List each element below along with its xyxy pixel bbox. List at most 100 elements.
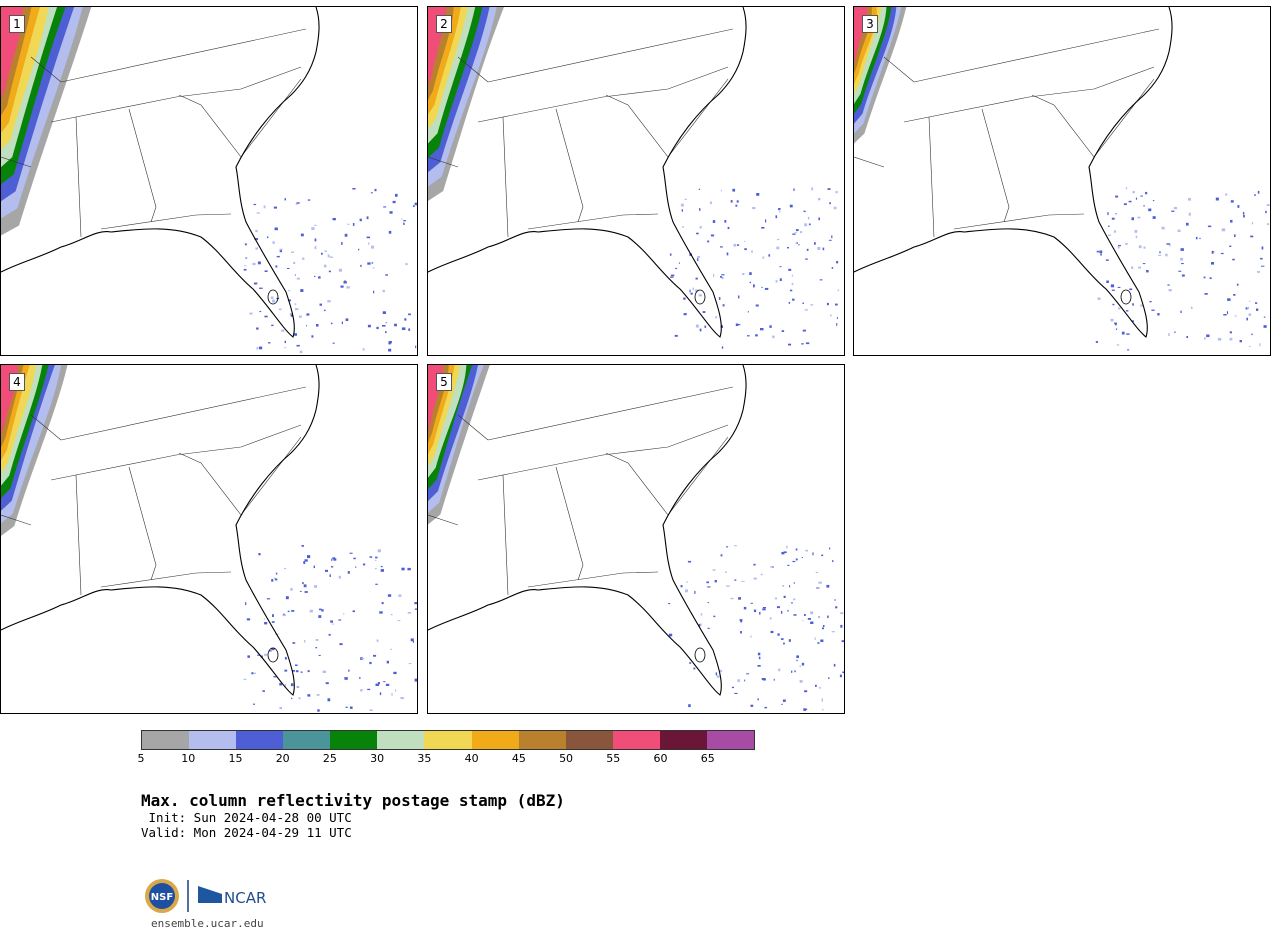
- shower-cell: [831, 267, 834, 269]
- shower-cell: [349, 706, 353, 709]
- shower-cell: [1239, 340, 1242, 343]
- shower-cell: [1215, 197, 1219, 201]
- shower-cell: [789, 204, 793, 208]
- shower-cell: [273, 577, 277, 579]
- shower-cell: [795, 229, 799, 232]
- shower-cell: [311, 227, 315, 230]
- shower-cell: [792, 560, 796, 563]
- shower-cell: [1229, 331, 1232, 334]
- shower-cell: [1267, 223, 1269, 226]
- shower-cell: [385, 274, 388, 276]
- shower-cell: [732, 188, 736, 192]
- shower-cell: [375, 556, 378, 559]
- shower-cell: [839, 674, 842, 678]
- shower-cell: [753, 609, 757, 613]
- reflectivity-map: [1, 365, 417, 712]
- shower-cell: [776, 606, 780, 609]
- shower-cell: [810, 611, 814, 615]
- shower-cell: [287, 610, 290, 613]
- shower-cell: [279, 707, 282, 710]
- shower-cell: [251, 672, 254, 675]
- shower-cell: [722, 304, 725, 307]
- state-boundary: [555, 108, 584, 223]
- shower-cell: [791, 602, 793, 604]
- shower-cell: [254, 238, 258, 241]
- shower-cell: [769, 325, 772, 328]
- shower-cell: [801, 662, 805, 666]
- shower-cell: [680, 203, 684, 207]
- shower-cell: [292, 642, 296, 644]
- shower-cell: [401, 567, 405, 571]
- colorbar-bin: [142, 731, 190, 749]
- shower-cell: [293, 261, 296, 264]
- shower-cell: [304, 559, 308, 562]
- shower-cell: [1188, 198, 1191, 201]
- shower-cell: [271, 324, 274, 327]
- shower-cell: [779, 266, 782, 268]
- shower-cell: [317, 709, 320, 712]
- shower-cell: [1211, 262, 1214, 265]
- lake-outline: [1120, 289, 1132, 305]
- shower-cell: [301, 545, 304, 547]
- shower-cell: [371, 245, 374, 249]
- shower-cell: [1096, 250, 1099, 253]
- shower-cell: [777, 238, 780, 241]
- shower-cell: [275, 572, 278, 575]
- shower-cell: [805, 708, 808, 710]
- colorbar-tick-label: 5: [137, 752, 145, 765]
- shower-cell: [814, 242, 816, 245]
- shower-cell: [1173, 207, 1178, 210]
- shower-cell: [831, 235, 833, 239]
- shower-cell: [314, 275, 316, 277]
- shower-cell: [1180, 248, 1184, 251]
- shower-cell: [352, 610, 355, 613]
- shower-cell: [804, 614, 806, 616]
- shower-cell: [361, 658, 364, 660]
- state-boundary: [487, 386, 734, 441]
- shower-cell: [795, 548, 798, 551]
- shower-cell: [1233, 294, 1236, 296]
- shower-cell: [1199, 237, 1201, 240]
- shower-cell: [1257, 271, 1260, 273]
- shower-cell: [403, 222, 405, 225]
- shower-cell: [753, 563, 756, 566]
- shower-cell: [806, 248, 809, 251]
- shower-cell: [746, 673, 750, 675]
- shower-cell: [812, 552, 814, 556]
- shower-cell: [715, 316, 718, 319]
- state-boundary: [1, 514, 32, 526]
- state-boundary: [240, 78, 302, 158]
- shower-cell: [390, 648, 393, 650]
- shower-cell: [338, 575, 341, 579]
- shower-cell: [695, 289, 699, 293]
- shower-cell: [331, 566, 334, 568]
- reflectivity-map: [854, 7, 1270, 351]
- shower-cell: [1111, 289, 1115, 291]
- shower-cell: [385, 331, 387, 334]
- nsf-seal-icon: NSF: [145, 879, 179, 913]
- shower-cell: [366, 236, 370, 239]
- shower-cell: [1138, 266, 1142, 269]
- shower-cell: [727, 226, 730, 230]
- state-boundary: [667, 78, 729, 158]
- shower-cell: [721, 277, 724, 279]
- state-boundary: [75, 116, 82, 238]
- shower-cell: [329, 574, 331, 577]
- shower-cell: [1188, 212, 1191, 216]
- shower-cell: [803, 708, 807, 711]
- shower-cell: [792, 233, 796, 235]
- shower-cell: [1108, 225, 1110, 227]
- shower-cell: [388, 348, 392, 352]
- shower-cell: [751, 250, 753, 253]
- shower-cell: [360, 689, 363, 692]
- nsf-ncar-logo: NSF NCAR: [144, 876, 274, 916]
- shower-cell: [720, 276, 722, 278]
- shower-cell: [671, 274, 675, 277]
- shower-cell: [668, 603, 671, 605]
- shower-cell: [252, 262, 256, 266]
- state-boundary: [457, 56, 489, 83]
- shower-cell: [244, 265, 247, 267]
- shower-cell: [348, 669, 350, 672]
- shower-cell: [696, 232, 699, 235]
- shower-cell: [834, 599, 836, 601]
